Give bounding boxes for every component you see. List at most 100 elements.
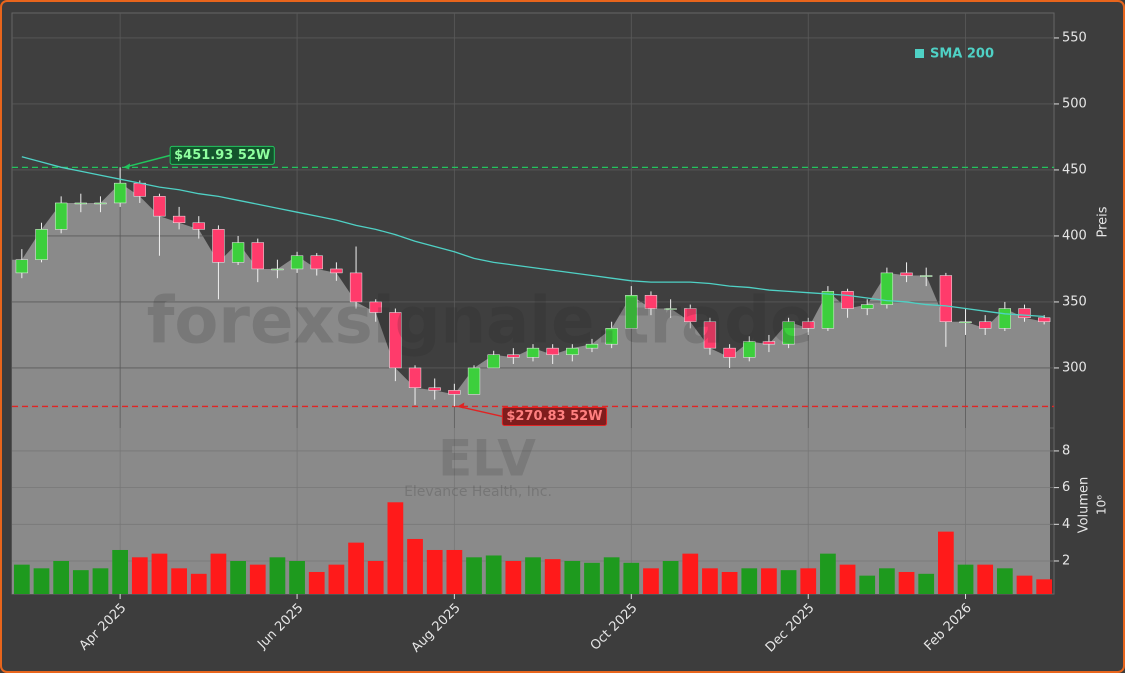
- volume-scale-label: 10⁶: [1095, 495, 1109, 515]
- volume-bar: [269, 557, 286, 594]
- candle-body: [251, 242, 264, 270]
- volume-bar: [328, 564, 345, 594]
- candle-body: [192, 222, 205, 230]
- volume-bar: [1016, 575, 1033, 594]
- candle-body: [585, 343, 599, 349]
- volume-bar: [53, 560, 70, 594]
- volume-bar: [584, 562, 600, 594]
- candle-body: [133, 182, 146, 197]
- volume-bar: [564, 560, 581, 594]
- volume-tick-label: 4: [1062, 517, 1070, 532]
- volume-tick-label: 8: [1062, 443, 1070, 458]
- candle-body: [664, 308, 677, 310]
- candle-body: [743, 341, 756, 358]
- volume-axis-label: Volumen: [1077, 477, 1092, 534]
- volume-bar: [839, 564, 856, 594]
- annotation-arrow: [123, 154, 171, 169]
- annotation-arrowhead: [123, 163, 131, 170]
- volume-bar: [348, 542, 364, 594]
- volume-bar: [387, 502, 404, 594]
- candle-body: [428, 387, 441, 391]
- y-axis-label: Preis: [1096, 206, 1111, 237]
- volume-bar: [289, 560, 305, 594]
- candle-body: [389, 312, 402, 369]
- volume-bar: [171, 568, 187, 594]
- candle-body: [94, 202, 107, 205]
- watermark: forexsignale.trade: [147, 285, 814, 359]
- candle-body: [487, 354, 500, 369]
- volume-bar: [151, 553, 168, 594]
- candle-body: [802, 321, 815, 329]
- candle-body: [212, 229, 225, 263]
- volume-bar: [879, 568, 895, 594]
- candle-body: [605, 328, 618, 345]
- volume-bar: [800, 568, 817, 594]
- annotation-box: [501, 406, 608, 426]
- volume-bar: [898, 571, 915, 594]
- candle-body: [35, 229, 48, 260]
- volume-bar: [780, 570, 797, 594]
- volume-bar: [977, 564, 994, 594]
- legend-label: SMA 200: [930, 47, 994, 62]
- volume-bar: [407, 538, 423, 594]
- candle-body: [448, 390, 461, 395]
- annotation-box: [169, 145, 275, 165]
- candle-body: [703, 321, 717, 349]
- candle-body: [271, 268, 284, 271]
- volume-bar: [544, 559, 561, 594]
- volume-bar: [702, 568, 718, 594]
- candle-body: [369, 301, 382, 313]
- volume-bar: [1036, 579, 1053, 594]
- volume-bar: [721, 571, 738, 594]
- volume-bar: [682, 553, 699, 594]
- volume-bar: [505, 560, 522, 594]
- candle-body: [880, 272, 894, 305]
- candle-body: [920, 275, 933, 277]
- volume-bar: [367, 560, 384, 594]
- volume-bar: [820, 553, 836, 594]
- volume-tick-label: 6: [1062, 480, 1070, 495]
- candle-body: [526, 347, 540, 358]
- volume-bar: [112, 549, 128, 594]
- volume-bar: [446, 549, 463, 594]
- price-area: [12, 183, 1050, 428]
- legend-swatch: [915, 49, 924, 58]
- candle-body: [939, 275, 953, 322]
- candle-body: [821, 291, 835, 329]
- volume-bar: [92, 568, 109, 594]
- y-tick-label: 300: [1062, 360, 1087, 375]
- candle-body: [762, 341, 776, 345]
- candle-body: [349, 272, 363, 303]
- candle-body: [113, 182, 127, 204]
- candle-body: [841, 291, 854, 309]
- candle-body: [74, 202, 87, 205]
- candle-body: [1038, 317, 1051, 322]
- candle-body: [172, 215, 186, 223]
- candle-body: [15, 259, 28, 274]
- volume-bar: [662, 560, 679, 594]
- candle-body: [507, 354, 520, 358]
- candle-body: [625, 295, 638, 329]
- volume-bar: [230, 560, 246, 594]
- volume-bar: [485, 555, 502, 594]
- volume-bar: [996, 568, 1013, 594]
- volume-bar: [643, 568, 659, 594]
- candle-body: [684, 308, 697, 322]
- volume-bar: [466, 557, 482, 594]
- candle-body: [408, 367, 422, 388]
- candle-body: [998, 308, 1011, 329]
- volume-bar: [72, 570, 89, 594]
- volume-bar: [957, 564, 974, 594]
- volume-bar: [210, 553, 227, 594]
- candle-body: [310, 255, 323, 270]
- candle-body: [644, 295, 658, 309]
- annotation-arrowhead: [457, 402, 465, 409]
- y-tick-label: 350: [1062, 294, 1087, 309]
- candle-body: [153, 196, 166, 217]
- annotation-arrow: [458, 405, 503, 418]
- annotation-label: $451.93 52W: [174, 148, 270, 163]
- candle-body: [55, 202, 68, 230]
- symbol-watermark: ELV: [438, 430, 536, 488]
- volume-bar: [131, 557, 148, 594]
- candle-body: [1018, 308, 1031, 319]
